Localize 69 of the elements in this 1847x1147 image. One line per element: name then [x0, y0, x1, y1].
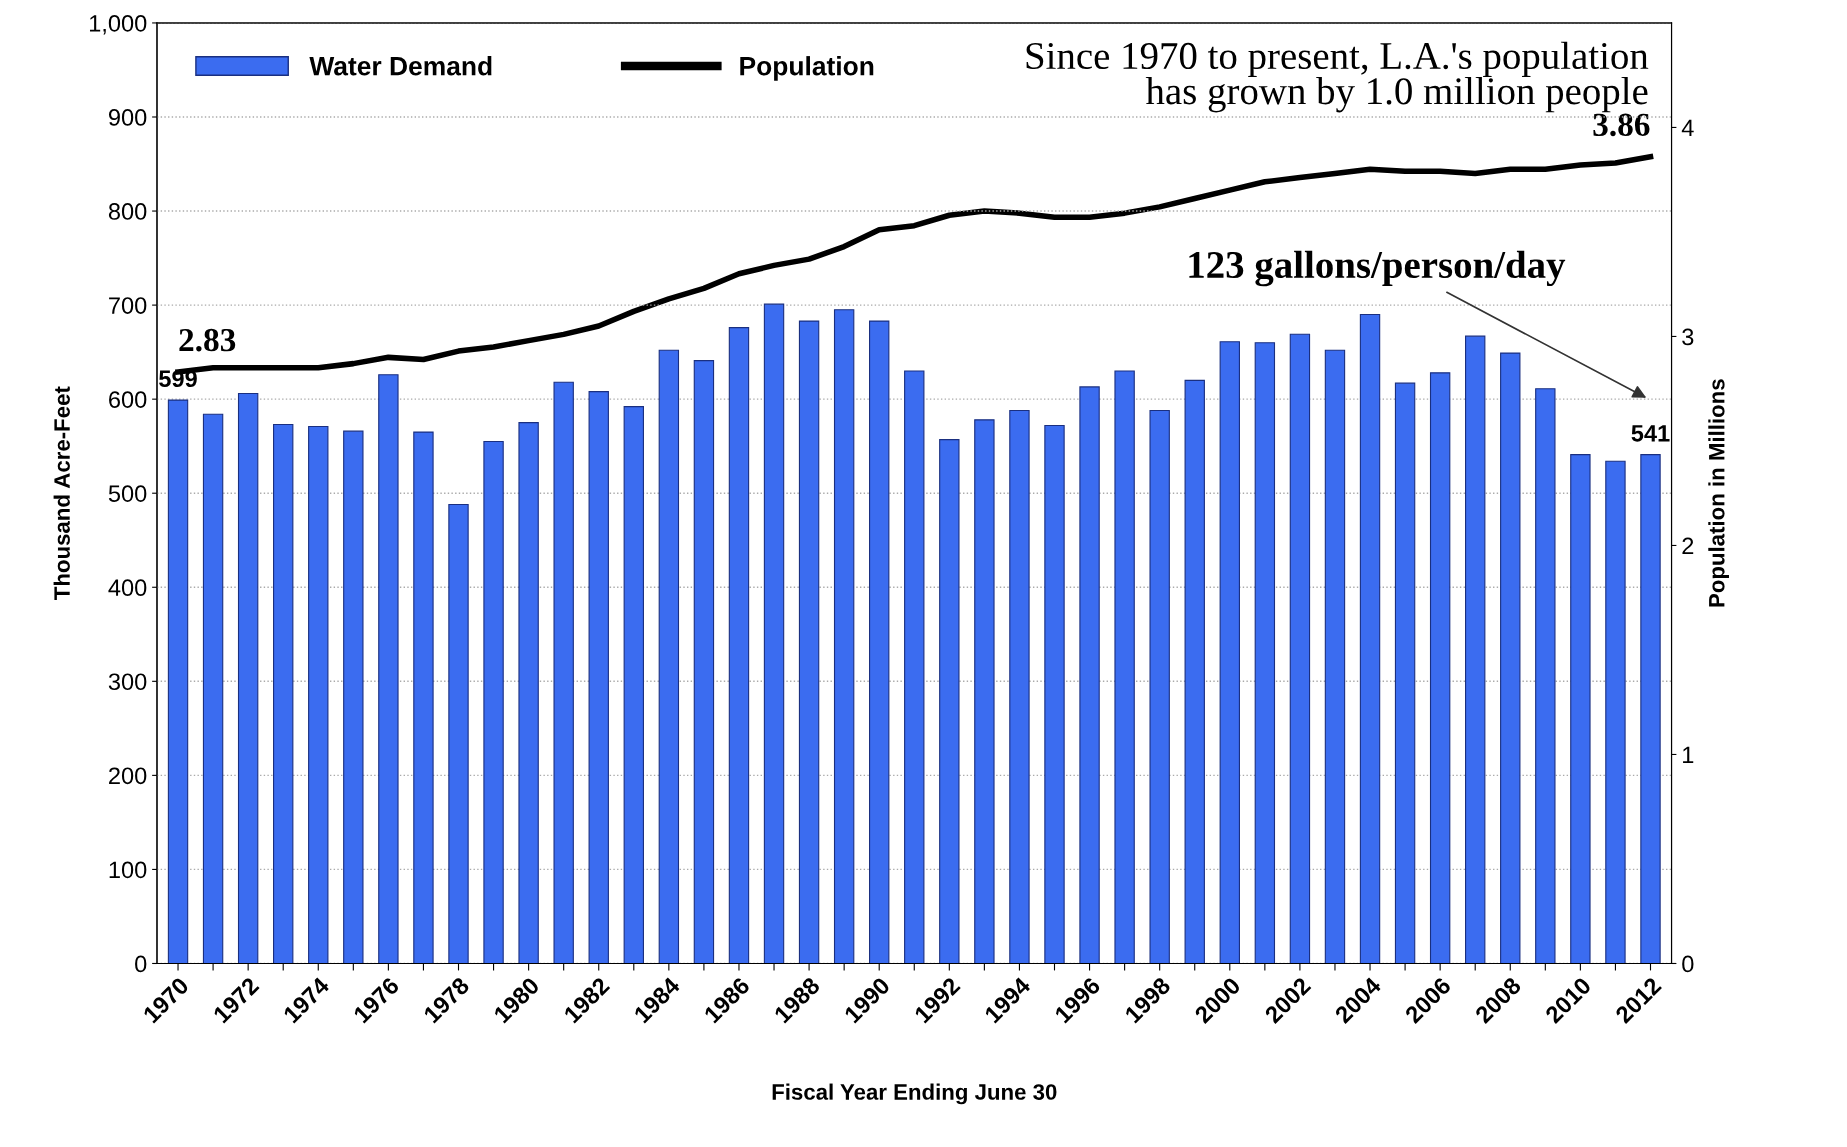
bar	[553, 381, 574, 964]
legend-label: Population	[740, 56, 874, 81]
y2-tick-label: 2	[1682, 537, 1694, 555]
bar	[1149, 409, 1170, 964]
y2-tick-label: 0	[1682, 955, 1694, 973]
bar	[904, 370, 925, 964]
bar	[1465, 335, 1486, 964]
annotation: 123 gallons/person/day	[1189, 250, 1566, 287]
bar	[728, 327, 750, 964]
y-tick-label: 400	[108, 579, 147, 597]
legend-label: Water Demand	[309, 56, 492, 76]
y2-axis-title: Population in Millions	[1708, 379, 1729, 607]
bar	[1605, 460, 1626, 964]
y-tick-label: 100	[109, 861, 147, 879]
bar	[1640, 454, 1661, 964]
y-tick-label: 200	[109, 767, 147, 785]
y-tick-label: 900	[108, 109, 147, 126]
bar	[693, 360, 715, 964]
bar	[308, 425, 329, 964]
bar	[658, 349, 680, 964]
bar	[588, 391, 609, 964]
bar	[518, 422, 539, 964]
bar	[763, 303, 785, 964]
bar	[1359, 313, 1381, 964]
y-tick-label: 800	[108, 203, 147, 220]
data-label: 2.83	[179, 328, 236, 352]
bar	[833, 309, 855, 964]
y-tick-label: 300	[108, 673, 147, 691]
bar	[1570, 454, 1591, 964]
bar	[623, 406, 644, 964]
data-label: 3.86	[1593, 113, 1650, 137]
bar	[413, 431, 434, 964]
bar	[167, 399, 189, 964]
bar	[1429, 372, 1451, 964]
x-axis-title: Fiscal Year Ending June 30	[772, 1083, 1057, 1105]
bar	[1114, 370, 1135, 964]
bar	[798, 320, 820, 964]
bar	[448, 503, 469, 964]
bar	[1184, 379, 1205, 964]
y-tick-label: 600	[109, 391, 147, 408]
bar	[1394, 382, 1416, 964]
bar	[974, 419, 995, 964]
annotation: Since 1970 to present, L.A.'s population has grown by 1.0 million people	[1026, 41, 1649, 113]
y-axis-title: Thousand Acre-Feet	[53, 386, 70, 600]
y-tick-label: 500	[108, 485, 147, 502]
y2-tick-label: 3	[1682, 328, 1694, 346]
bar	[1219, 341, 1240, 964]
bar	[237, 392, 259, 964]
bar	[1289, 333, 1311, 964]
y-tick-label: 0	[135, 955, 147, 973]
bar	[1324, 349, 1346, 964]
bar	[1079, 386, 1100, 964]
y2-tick-label: 4	[1681, 119, 1694, 136]
bar	[869, 320, 890, 964]
bar	[1254, 342, 1276, 964]
bar	[1535, 388, 1556, 964]
bar	[1009, 409, 1030, 964]
bar	[202, 413, 224, 964]
data-label: 541	[1631, 425, 1670, 442]
bar	[343, 430, 364, 964]
y2-tick-label: 1	[1683, 746, 1694, 764]
bar	[273, 423, 294, 964]
bar	[1500, 352, 1521, 964]
bar	[1044, 424, 1065, 964]
bar	[483, 440, 504, 964]
y-tick-label: 700	[109, 297, 147, 314]
bar	[939, 439, 960, 964]
bar	[378, 374, 399, 964]
y-tick-label: 1,000	[89, 15, 147, 35]
